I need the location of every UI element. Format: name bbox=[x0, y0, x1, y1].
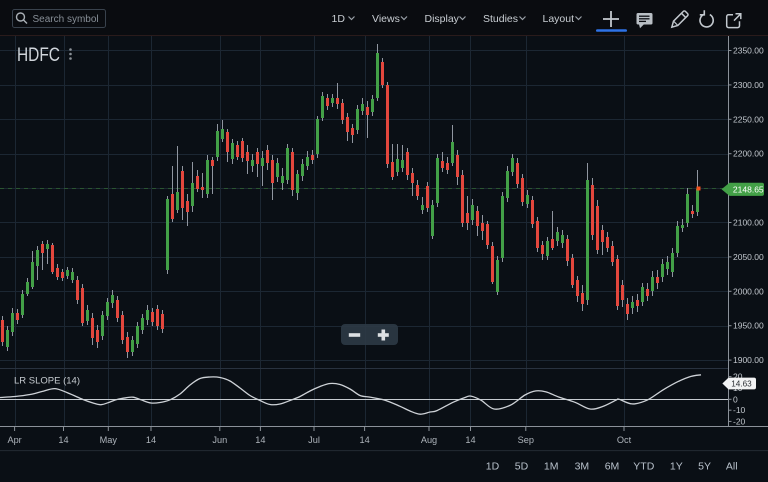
svg-text:May: May bbox=[100, 435, 118, 445]
svg-text:2000.00: 2000.00 bbox=[733, 286, 764, 296]
svg-text:1D: 1D bbox=[332, 13, 346, 25]
svg-text:1M: 1M bbox=[544, 461, 559, 473]
svg-text:Display: Display bbox=[425, 13, 460, 25]
svg-text:Layout: Layout bbox=[543, 13, 575, 25]
svg-text:Studies: Studies bbox=[483, 13, 518, 25]
svg-text:2350.00: 2350.00 bbox=[733, 46, 764, 56]
svg-text:Jun: Jun bbox=[212, 435, 227, 445]
svg-text:1Y: 1Y bbox=[670, 461, 683, 473]
svg-text:14: 14 bbox=[255, 435, 265, 445]
svg-text:1900.00: 1900.00 bbox=[733, 355, 764, 365]
svg-text:Aug: Aug bbox=[421, 435, 437, 445]
svg-text:6M: 6M bbox=[605, 461, 620, 473]
svg-text:Views: Views bbox=[372, 13, 400, 25]
svg-text:2100.00: 2100.00 bbox=[733, 218, 764, 228]
svg-text:YTD: YTD bbox=[633, 461, 654, 473]
svg-text:2148.65: 2148.65 bbox=[733, 184, 764, 194]
svg-text:HDFC: HDFC bbox=[17, 45, 60, 66]
svg-text:Apr: Apr bbox=[7, 435, 21, 445]
svg-text:3M: 3M bbox=[575, 461, 590, 473]
svg-text:Jul: Jul bbox=[308, 435, 320, 445]
svg-text:Search symbol: Search symbol bbox=[33, 14, 99, 25]
svg-text:5Y: 5Y bbox=[698, 461, 711, 473]
svg-text:5D: 5D bbox=[515, 461, 529, 473]
svg-text:2250.00: 2250.00 bbox=[733, 114, 764, 124]
svg-text:14: 14 bbox=[359, 435, 369, 445]
svg-text:2050.00: 2050.00 bbox=[733, 252, 764, 262]
svg-text:All: All bbox=[726, 461, 738, 473]
svg-text:14: 14 bbox=[146, 435, 156, 445]
svg-text:LR SLOPE (14): LR SLOPE (14) bbox=[14, 376, 80, 387]
svg-text:Sep: Sep bbox=[518, 435, 534, 445]
svg-text:0: 0 bbox=[733, 394, 738, 404]
svg-text:-10: -10 bbox=[733, 405, 746, 415]
svg-text:14: 14 bbox=[58, 435, 68, 445]
svg-text:14.63: 14.63 bbox=[731, 380, 752, 389]
svg-text:-20: -20 bbox=[733, 416, 746, 426]
svg-text:2300.00: 2300.00 bbox=[733, 80, 764, 90]
svg-text:1D: 1D bbox=[486, 461, 500, 473]
svg-text:Oct: Oct bbox=[617, 435, 632, 445]
svg-text:1950.00: 1950.00 bbox=[733, 321, 764, 331]
svg-text:20: 20 bbox=[733, 372, 743, 382]
svg-text:14: 14 bbox=[465, 435, 475, 445]
svg-text:2200.00: 2200.00 bbox=[733, 149, 764, 159]
